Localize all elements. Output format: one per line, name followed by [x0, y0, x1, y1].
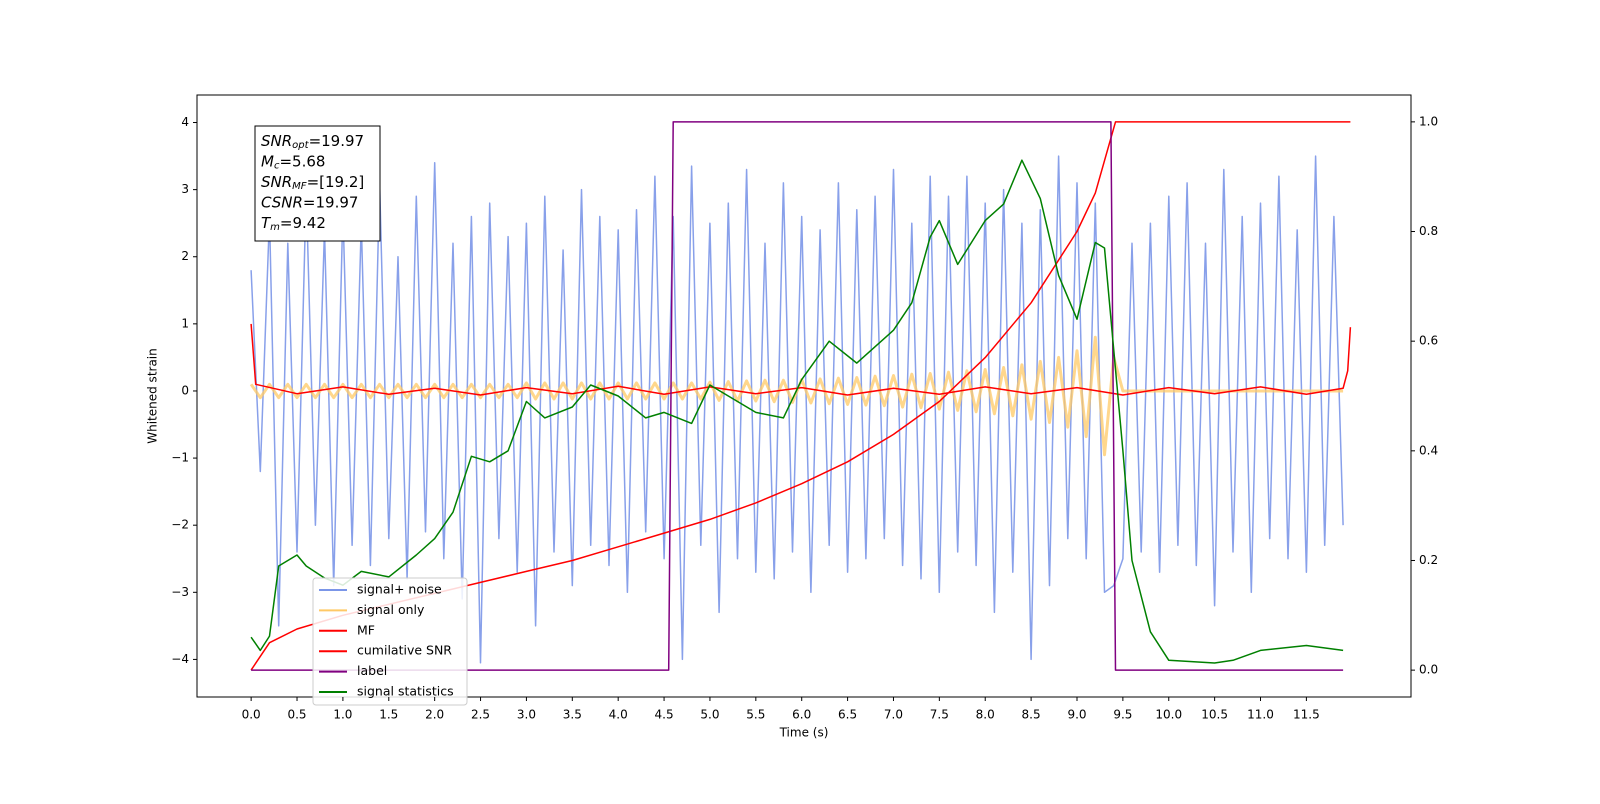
y-axis-label: Whitened strain [146, 348, 160, 444]
annotation-symbol: SNR [261, 173, 292, 191]
x-tick-label: 9.5 [1113, 708, 1132, 722]
x-tick-label: 1.0 [333, 708, 352, 722]
x-tick-label: 8.0 [976, 708, 995, 722]
x-tick-label: 2.0 [425, 708, 444, 722]
x-tick-label: 10.5 [1201, 708, 1228, 722]
annotation-box: SNRopt=19.97Mc=5.68SNRMF=[19.2]CSNR=19.9… [254, 125, 381, 242]
annotation-line: Mc=5.68 [261, 152, 325, 172]
x-tick-label: 9.0 [1067, 708, 1086, 722]
x-tick-label: 7.5 [930, 708, 949, 722]
legend-label: signal only [357, 602, 425, 617]
y-tick-label: 3 [181, 182, 189, 196]
y2-tick-label: 1.0 [1419, 114, 1438, 128]
y-tick-label: −1 [171, 451, 189, 465]
x-axis-label: Time (s) [779, 726, 829, 740]
x-tick-label: 5.0 [700, 708, 719, 722]
y-tick-label: −2 [171, 518, 189, 532]
annotation-line: SNRopt=19.97 [261, 132, 364, 152]
legend-label: cumilative SNR [357, 643, 452, 658]
x-tick-label: 5.5 [746, 708, 765, 722]
legend-label: MF [357, 622, 375, 637]
legend-label: label [357, 663, 387, 678]
legend: signal+ noise signal only MF cumilative SNR… [312, 577, 468, 706]
series-line [250, 159, 1344, 664]
series-line [249, 335, 1344, 457]
y2-tick-label: 0.6 [1419, 334, 1438, 348]
annotation-text: =[19.2] [307, 173, 365, 191]
annotation-text: =19.97 [303, 193, 359, 211]
y-tick-label: −4 [171, 652, 189, 666]
y2-tick-label: 0.4 [1419, 443, 1438, 457]
legend-label: signal statistics [357, 684, 454, 699]
y-tick-label: 0 [181, 383, 189, 397]
annotation-frame [254, 125, 381, 242]
x-tick-label: 11.5 [1293, 708, 1320, 722]
x-tick-label: 10.0 [1155, 708, 1182, 722]
y2-tick-label: 0.8 [1419, 224, 1438, 238]
x-tick-label: 11.0 [1247, 708, 1274, 722]
x-tick-label: 3.5 [563, 708, 582, 722]
y2-tick-label: 0.2 [1419, 553, 1438, 567]
annotation-line: CSNR=19.97 [261, 193, 358, 211]
x-tick-label: 1.5 [379, 708, 398, 722]
y-tick-label: 1 [181, 316, 189, 330]
annotation-subscript: c [274, 161, 280, 172]
annotation-symbol: SNR [261, 132, 292, 150]
annotation-symbol: M [261, 152, 274, 170]
x-tick-label: 0.0 [242, 708, 261, 722]
annotation-subscript: opt [292, 140, 309, 151]
annotation-line: Tm=9.42 [261, 214, 326, 234]
y-tick-label: 2 [181, 249, 189, 263]
y-tick-label: −3 [171, 585, 189, 599]
x-tick-label: 8.5 [1022, 708, 1041, 722]
annotation-symbol: T [261, 214, 272, 232]
x-tick-label: 2.5 [471, 708, 490, 722]
x-tick-label: 7.0 [884, 708, 903, 722]
x-tick-label: 6.0 [792, 708, 811, 722]
legend-frame [312, 577, 468, 706]
x-tick-label: 6.5 [838, 708, 857, 722]
annotation-line: SNRMF=[19.2] [261, 173, 364, 193]
x-tick-label: 0.5 [287, 708, 306, 722]
annotation-text: =19.97 [309, 132, 365, 150]
annotation-subscript: MF [292, 181, 307, 192]
y-tick-label: 4 [181, 115, 189, 129]
series-line [251, 121, 1344, 671]
series-line [250, 323, 1352, 396]
x-tick-label: 4.0 [609, 708, 628, 722]
legend-label: signal+ noise [357, 582, 442, 597]
x-tick-label: 4.5 [655, 708, 674, 722]
x-tick-label: 3.0 [517, 708, 536, 722]
annotation-text: =9.42 [280, 214, 326, 232]
series-line [250, 155, 1344, 664]
annotation-text: =5.68 [279, 152, 325, 170]
annotation-symbol: CSNR [261, 193, 303, 211]
axes-frame [196, 94, 1412, 698]
y2-tick-label: 0.0 [1419, 663, 1438, 677]
annotation-subscript: m [270, 222, 280, 233]
